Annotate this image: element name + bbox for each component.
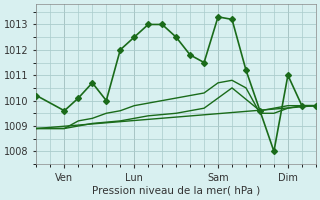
X-axis label: Pression niveau de la mer( hPa ): Pression niveau de la mer( hPa )	[92, 186, 260, 196]
